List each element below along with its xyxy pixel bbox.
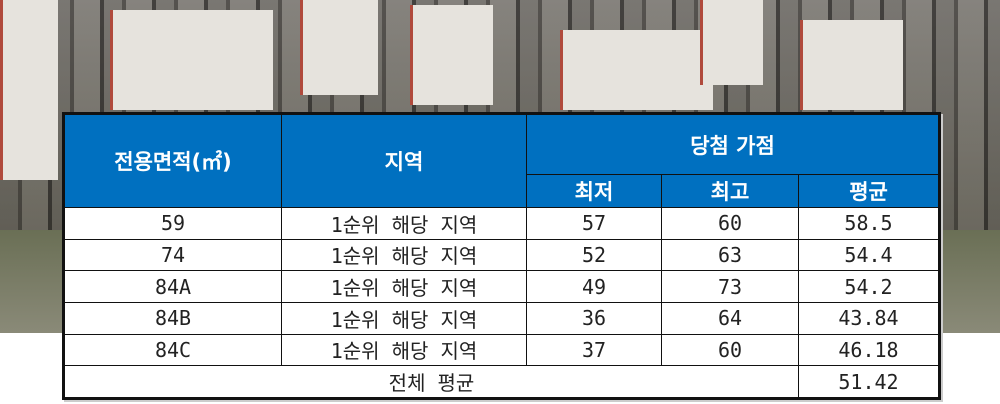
photo-building: [560, 30, 713, 110]
photo-building: [800, 20, 903, 110]
cell-min: 52: [526, 238, 662, 272]
header-score-group: 당첨 가점: [525, 112, 941, 176]
cell-max: 63: [661, 238, 799, 272]
cell-region: 1순위 해당 지역: [281, 270, 527, 303]
header-area: 전용면적(㎡): [63, 113, 282, 208]
photo-building: [410, 5, 493, 105]
header-avg: 평균: [797, 174, 941, 208]
cell-area: 84C: [63, 333, 282, 367]
photo-building: [700, 0, 763, 85]
cell-max: 64: [661, 301, 799, 335]
photo-building: [110, 10, 273, 110]
cell-area: 59: [63, 206, 282, 240]
cell-region: 1순위 해당 지역: [281, 333, 527, 367]
cell-area: 74: [63, 238, 282, 272]
total-label: 전체 평균: [63, 365, 799, 399]
table-row: 74 1순위 해당 지역 52 63 54.4: [63, 238, 941, 272]
header-max: 최고: [661, 174, 799, 208]
cell-max: 73: [661, 270, 799, 303]
cell-avg: 58.5: [797, 206, 941, 240]
table-row: 84B 1순위 해당 지역 36 64 43.84: [63, 301, 941, 335]
cell-max: 60: [661, 333, 799, 367]
cell-min: 49: [526, 270, 662, 303]
total-avg: 51.42: [797, 365, 941, 399]
photo-building: [0, 0, 58, 180]
cell-min: 37: [526, 333, 662, 367]
total-row: 전체 평균 51.42: [63, 365, 941, 399]
cell-min: 36: [526, 301, 662, 335]
cell-min: 57: [526, 206, 662, 240]
header-region: 지역: [281, 113, 527, 208]
header-min: 최저: [526, 174, 662, 208]
cell-region: 1순위 해당 지역: [281, 238, 527, 272]
winning-score-table: 전용면적(㎡) 지역 당첨 가점 최저 최고 평균 59 1순위 해당 지역 57 6…: [62, 112, 942, 400]
cell-region: 1순위 해당 지역: [281, 301, 527, 335]
cell-max: 60: [661, 206, 799, 240]
table-row: 59 1순위 해당 지역 57 60 58.5: [63, 206, 941, 240]
cell-area: 84B: [63, 301, 282, 335]
photo-building: [300, 0, 378, 95]
cell-avg: 54.2: [797, 270, 941, 303]
cell-avg: 46.18: [797, 333, 941, 367]
cell-avg: 43.84: [797, 301, 941, 335]
table-row: 84A 1순위 해당 지역 49 73 54.2: [63, 270, 941, 303]
cell-area: 84A: [63, 270, 282, 303]
cell-region: 1순위 해당 지역: [281, 206, 527, 240]
table-row: 84C 1순위 해당 지역 37 60 46.18: [63, 333, 941, 367]
cell-avg: 54.4: [797, 238, 941, 272]
